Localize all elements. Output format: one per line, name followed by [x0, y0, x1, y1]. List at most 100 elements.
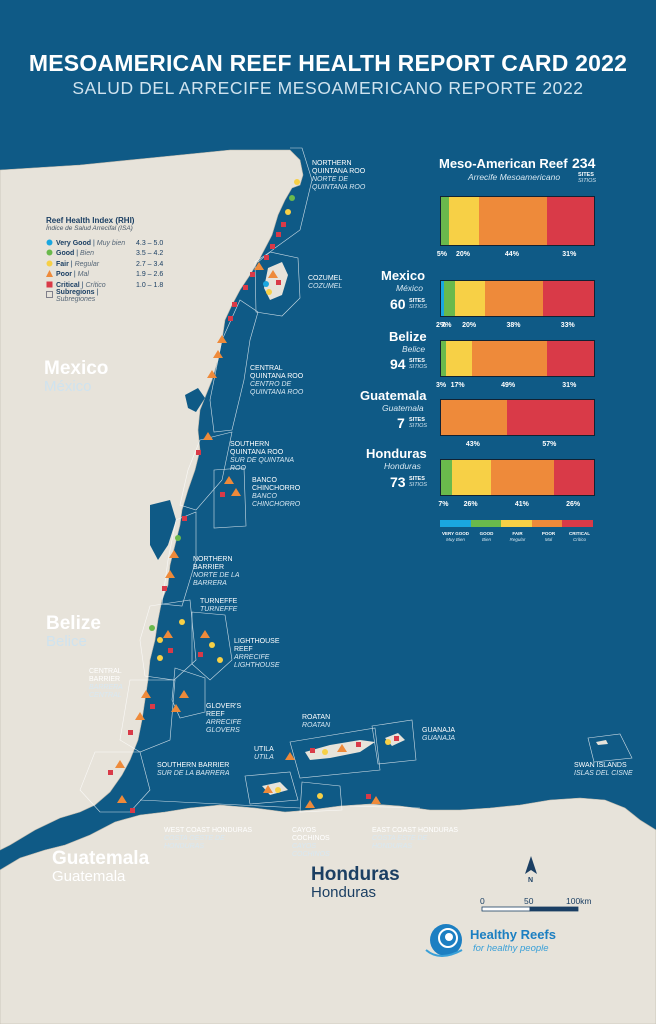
- country-label-guatemala: Guatemala: [52, 848, 150, 869]
- site-marker: [200, 630, 210, 638]
- scale-label-poor: POOR Mal: [541, 531, 556, 542]
- legend-label-es: Muy bien: [96, 239, 126, 247]
- bar-segment: [454, 281, 486, 316]
- subregion-label-lighthouse-reef: LIGHTHOUSE REEF ARRECIFE LIGHTHOUSE: [234, 638, 280, 669]
- country-label-belize: Belize: [46, 613, 101, 634]
- country-label-mexico: Mexico: [44, 358, 109, 379]
- subregion-label-roatan: ROATAN ROATAN: [302, 714, 331, 729]
- region-header-mexico: Mexico: [381, 268, 426, 283]
- site-marker: [115, 760, 125, 768]
- site-marker: [276, 280, 281, 285]
- region-header-belize-es: Belice: [402, 344, 426, 354]
- scale-label-good: GOOD Bien: [479, 531, 494, 542]
- bar-segment: [554, 460, 594, 495]
- lagoon: [185, 388, 205, 412]
- site-marker: [264, 255, 269, 260]
- site-marker: [394, 736, 399, 741]
- site-marker: [157, 637, 163, 643]
- subregion-outlines: [79, 147, 633, 813]
- percent-label: 17%: [450, 382, 465, 389]
- swan-islands: [596, 740, 608, 745]
- bar-segment: [479, 197, 547, 245]
- site-marker: [281, 222, 286, 227]
- country-label-belize-es: Belice: [46, 633, 87, 650]
- north-arrow-icon: [525, 856, 537, 874]
- percent-label: 26%: [463, 501, 478, 508]
- site-marker: [231, 488, 241, 496]
- scale-label-critical: CRITICAL Crítico: [569, 531, 590, 542]
- site-marker: [275, 787, 281, 793]
- site-marker: [285, 209, 291, 215]
- bar-segment: [441, 400, 507, 435]
- subregion-label-guanaja: GUANAJA GUANAJA: [422, 727, 456, 742]
- subregion-label-glovers-reef: GLOVER'S REEF ARRECIFE GLOVERS: [206, 703, 242, 734]
- region-site-count-label-honduras: SITES SITIOS: [409, 476, 428, 488]
- site-marker: [165, 570, 175, 578]
- legend-label-es: Bien: [80, 250, 95, 258]
- region-header-mexico-es: México: [396, 283, 423, 293]
- site-marker: [171, 704, 181, 712]
- legend-row-very-good: Very Good | Muy bien 4.3 – 5.0: [46, 238, 216, 249]
- subregion-label-southern-barrier: SOUTHERN BARRIER SUR DE LA BARRERA: [157, 762, 230, 777]
- percent-label: 49%: [501, 382, 516, 389]
- legend-row-poor: Poor | Mal 1.9 – 2.6: [46, 270, 216, 281]
- legend-row-fair: Fair | Regular 2.7 – 3.4: [46, 259, 216, 270]
- country-label-guatemala-es: Guatemala: [52, 868, 126, 885]
- region-header-honduras-es: Honduras: [384, 461, 421, 471]
- percent-label: 44%: [504, 251, 519, 258]
- percent-label: 5%: [436, 251, 447, 258]
- bar-segment: [441, 460, 452, 495]
- percent-label: 3%: [436, 382, 447, 389]
- subregion-label-swan-islands: SWAN ISLANDS ISLAS DEL CISNE: [574, 762, 633, 777]
- scale-swatch: [531, 520, 563, 527]
- region-site-count-mar: 234: [572, 155, 596, 171]
- bar-segment: [543, 281, 594, 316]
- percent-label: 31%: [562, 251, 577, 258]
- stacked-bar-mar: [440, 196, 595, 246]
- site-marker: [371, 796, 381, 804]
- site-marker: [135, 712, 145, 720]
- subregion-label-northern-barrier: NORTHERN BARRIER NORTE DE LA BARRERA: [193, 556, 240, 587]
- percent-label: 33%: [560, 322, 575, 329]
- region-header-mar: Meso-American Reef: [439, 156, 568, 171]
- north-label: N: [528, 877, 534, 884]
- region-site-count-label-mexico: SITES SITIOS: [409, 298, 428, 310]
- site-marker: [182, 516, 187, 521]
- site-marker: [294, 179, 300, 185]
- scale-tick-0: 0: [480, 896, 485, 906]
- scale-swatch: [562, 520, 593, 527]
- site-marker: [196, 450, 201, 455]
- site-marker: [263, 281, 269, 287]
- bar-segment: [451, 460, 492, 495]
- legend-label-es: Subregiones: [56, 295, 96, 303]
- site-marker: [224, 476, 234, 484]
- legend-row-good: Good | Bien 3.5 – 4.2: [46, 249, 216, 260]
- legend-label: Good: [56, 250, 75, 258]
- region-site-count-guatemala: 7: [397, 415, 405, 431]
- site-marker: [169, 550, 179, 558]
- subregion-label-central-barrier: CENTRAL BARRIER BARRERA CENTRAL: [89, 668, 123, 699]
- site-marker: [254, 262, 264, 270]
- site-marker: [130, 808, 135, 813]
- site-marker: [217, 657, 223, 663]
- site-marker: [270, 244, 275, 249]
- stacked-bar-guatemala: [440, 399, 595, 436]
- stacked-bar-mexico: [440, 280, 595, 317]
- site-marker: [217, 335, 227, 343]
- site-marker: [366, 794, 371, 799]
- site-marker: [385, 739, 391, 745]
- mainland-west: [0, 149, 304, 851]
- fair-circle-icon: [46, 260, 56, 269]
- site-marker: [162, 586, 167, 591]
- site-markers: [108, 179, 399, 813]
- region-site-count-honduras: 73: [390, 474, 406, 490]
- site-marker: [337, 744, 347, 752]
- legend-range: 1.9 – 2.6: [136, 271, 164, 279]
- site-marker: [175, 535, 181, 541]
- legend-label: Subregions: [56, 288, 95, 296]
- legend-subtitle: Índice de Salud Arrecifal (ISA): [46, 225, 133, 232]
- legend-row-subregions: Subregions | Subregiones: [46, 288, 216, 303]
- subregion-label-east-coast-honduras: EAST COAST HONDURAS COSTA ESTE DE HONDURA…: [372, 827, 459, 850]
- percent-label: 41%: [514, 501, 529, 508]
